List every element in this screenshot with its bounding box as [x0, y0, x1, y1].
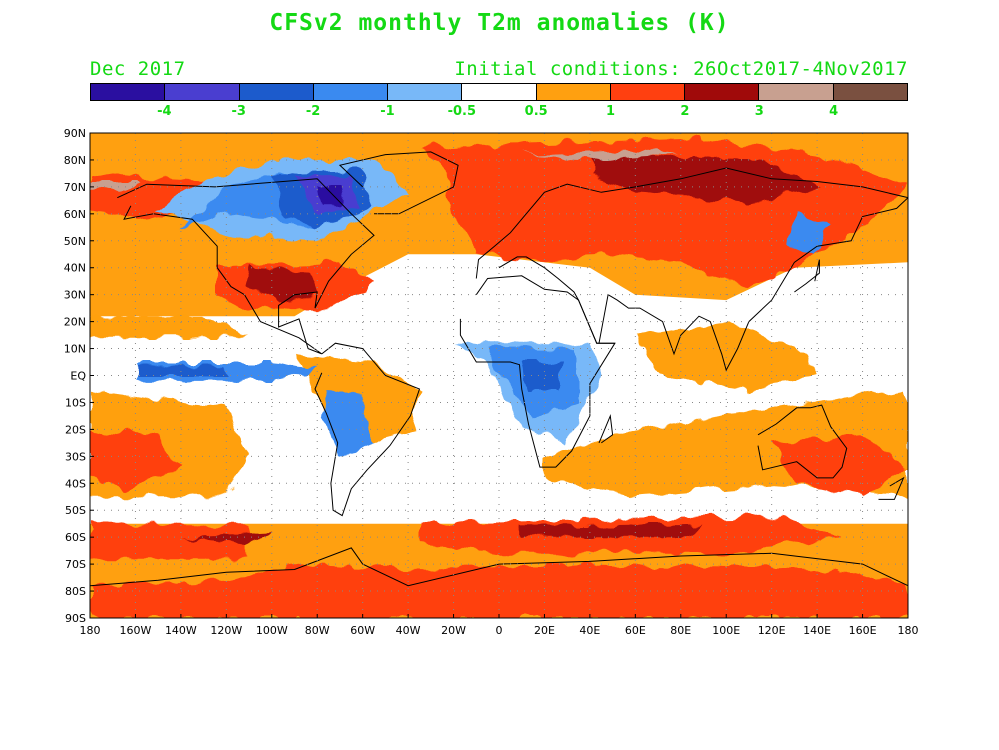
colorbar-box-3 [313, 84, 389, 100]
latitude-label: 60S [65, 531, 86, 544]
latitude-label: 30S [65, 450, 86, 463]
latitude-label: 20N [64, 316, 86, 329]
darkred-pacific-south [180, 531, 272, 546]
longitude-label: 100W [256, 624, 288, 637]
warm-asia-tropics [635, 321, 818, 389]
coastline [757, 404, 848, 479]
darkred-southern-ocean [521, 523, 704, 538]
red-south-pacific [90, 523, 250, 559]
colorbar-box-5 [462, 84, 537, 100]
colorbar-box-9 [759, 84, 834, 100]
longitude-label: 60W [350, 624, 375, 637]
colorbar-label: 3 [754, 104, 764, 119]
latitude-label: 10N [64, 343, 86, 356]
cold-pacific-core [135, 364, 227, 376]
warm-pacific-subtropics [90, 316, 250, 338]
pink-arctic [521, 149, 681, 160]
coastline [598, 413, 614, 444]
colorbar-box-2 [239, 84, 314, 100]
colorbar-box-0 [91, 84, 166, 100]
colorbar-label: 4 [829, 104, 839, 119]
longitude-label: 20W [441, 624, 466, 637]
longitude-label: 160E [849, 624, 877, 637]
red-tasman [771, 434, 908, 497]
colorbar-label: 0.5 [524, 104, 548, 119]
latitude-label: 70N [64, 181, 86, 194]
cold-africa-core [521, 362, 563, 389]
coastline [794, 259, 820, 293]
latitude-label: 10S [65, 396, 86, 409]
longitude-label: 160W [120, 624, 152, 637]
latitude-label: 30N [64, 289, 86, 302]
longitude-label: 180 [898, 624, 919, 637]
longitude-label: 140E [803, 624, 831, 637]
longitude-label: 20E [534, 624, 555, 637]
darkred-siberia [589, 154, 818, 204]
forecast-month: Dec 2017 [90, 58, 186, 80]
longitude-label: 180 [80, 624, 101, 637]
latitude-label: EQ [70, 370, 86, 383]
latitude-label: 70S [65, 558, 86, 571]
pink-bering [90, 181, 140, 193]
coastlines [90, 151, 908, 587]
colorbar-box-7 [610, 84, 686, 100]
longitude-label: 80W [305, 624, 330, 637]
colorbar-label: -4 [157, 104, 172, 119]
colorbar-box-6 [536, 84, 611, 100]
latitude-label: 60N [64, 208, 86, 221]
longitude-label: 60E [625, 624, 646, 637]
colorbar [90, 83, 908, 101]
initial-conditions: Initial conditions: 26Oct2017-4Nov2017 [454, 58, 908, 80]
red-antarctica [90, 564, 908, 618]
map-title: CFSv2 monthly T2m anomalies (K) [269, 10, 730, 36]
map-axes: 90N 80N 70N 60N 50N 40N 30N 20N 10N EQ 10S 20S 30S 40… [64, 127, 919, 637]
latitude-label: 90N [64, 127, 86, 140]
latitude-label: 50N [64, 235, 86, 248]
cold-hudson-core [317, 186, 345, 206]
longitude-label: 140W [165, 624, 197, 637]
anomaly-field [90, 133, 908, 618]
colorbar-label: 1 [606, 104, 616, 119]
latitude-label: 40S [65, 477, 86, 490]
colorbar-label: -1 [380, 104, 395, 119]
cold-south-america [321, 389, 374, 457]
colorbar-box-8 [685, 84, 760, 100]
coastline [878, 476, 905, 500]
longitude-label: 80E [670, 624, 691, 637]
latitude-label: 20S [65, 423, 86, 436]
latitude-label: 90S [65, 612, 86, 625]
colorbar-box-1 [165, 84, 240, 100]
coastline [459, 275, 616, 468]
cold-east-asia [789, 213, 829, 255]
longitude-label: 120W [210, 624, 242, 637]
coastline [338, 151, 459, 215]
latitude-label: 40N [64, 262, 86, 275]
colorbar-label: -0.5 [447, 104, 477, 119]
longitude-label: 0 [496, 624, 503, 637]
longitude-label: 40W [396, 624, 421, 637]
coastline [314, 342, 421, 517]
latitude-label: 80N [64, 154, 86, 167]
longitude-label: 40E [579, 624, 600, 637]
latitude-label: 50S [65, 504, 86, 517]
red-south-pacific-west [90, 429, 181, 489]
latitude-label: 80S [65, 585, 86, 598]
longitude-label: 100E [712, 624, 740, 637]
colorbar-label: -2 [305, 104, 321, 119]
longitude-label: 120E [758, 624, 786, 637]
colorbar-label: 2 [680, 104, 690, 119]
colorbar-box-10 [833, 84, 907, 100]
coastline [117, 178, 375, 355]
colorbar-label: -3 [231, 104, 246, 119]
colorbar-box-4 [388, 84, 463, 100]
